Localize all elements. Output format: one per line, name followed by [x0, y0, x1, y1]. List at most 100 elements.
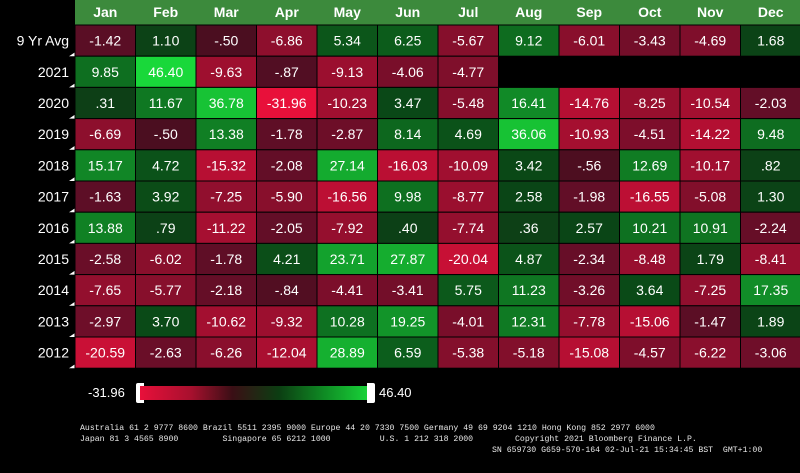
heatmap-cell[interactable] [74, 24, 136, 57]
heatmap-cell[interactable] [558, 180, 620, 213]
heatmap-cell[interactable] [437, 55, 499, 88]
heatmap-cell[interactable] [740, 149, 800, 182]
heatmap-cell[interactable] [740, 24, 800, 57]
cell-value: -10.09 [448, 157, 488, 173]
heatmap-cell[interactable] [498, 274, 560, 307]
heatmap-cell[interactable] [558, 24, 620, 57]
heatmap-cell[interactable] [619, 118, 681, 151]
heatmap-cell[interactable] [195, 211, 257, 244]
heatmap-cell[interactable] [377, 24, 439, 57]
legend-max-label: 46.40 [379, 385, 412, 400]
heatmap-cell[interactable] [195, 336, 257, 369]
heatmap-cell[interactable] [74, 274, 136, 307]
cell-value: -12.04 [267, 345, 307, 361]
heatmap-cell[interactable] [316, 211, 378, 244]
heatmap-cell[interactable] [619, 336, 681, 369]
heatmap-cell[interactable] [740, 86, 800, 120]
heatmap-cell[interactable] [498, 149, 560, 182]
heatmap-cell[interactable] [74, 180, 136, 213]
heatmap-cell[interactable] [619, 180, 681, 213]
cell-value: -7.65 [89, 282, 121, 298]
heatmap-cell[interactable] [256, 86, 318, 120]
heatmap-cell[interactable] [74, 211, 136, 244]
heatmap-cell[interactable] [740, 180, 800, 213]
heatmap-cell[interactable] [679, 118, 741, 151]
cell-value: -4.01 [452, 313, 484, 329]
heatmap-cell[interactable] [740, 336, 800, 369]
heatmap-cell[interactable] [740, 211, 800, 244]
heatmap-cell[interactable] [498, 180, 560, 213]
heatmap-cell[interactable] [135, 180, 197, 213]
heatmap-cell[interactable] [377, 118, 439, 151]
heatmap-cell[interactable] [619, 86, 681, 120]
heatmap-cell[interactable] [740, 274, 800, 307]
heatmap-cell[interactable] [135, 211, 197, 244]
heatmap-cell[interactable] [558, 86, 620, 120]
heatmap-cell[interactable] [558, 336, 620, 369]
cell-value: -7.25 [694, 282, 726, 298]
heatmap-cell[interactable] [498, 336, 560, 369]
heatmap-cell[interactable] [316, 180, 378, 213]
heatmap-cell[interactable] [377, 274, 439, 307]
heatmap-cell[interactable] [498, 242, 560, 276]
heatmap-cell[interactable] [679, 180, 741, 213]
cell-value: -1.78 [210, 251, 242, 267]
cell-value: -15.32 [206, 157, 246, 173]
heatmap-cell[interactable] [316, 149, 378, 182]
cell-value: 10.28 [330, 313, 365, 329]
heatmap-cell[interactable] [74, 336, 136, 369]
row-header: 2018 [38, 157, 69, 173]
cell-value: -14.76 [569, 95, 609, 111]
heatmap-cell[interactable] [256, 180, 318, 213]
heatmap-cell[interactable] [74, 86, 136, 120]
cell-value: 4.72 [152, 157, 179, 173]
heatmap-cell[interactable] [74, 242, 136, 276]
heatmap-cell[interactable] [377, 305, 439, 338]
cell-value: -15.08 [569, 345, 609, 361]
heatmap-cell[interactable] [135, 86, 197, 120]
heatmap-cell[interactable] [558, 305, 620, 338]
heatmap-cell[interactable] [256, 242, 318, 276]
heatmap-cell[interactable] [498, 24, 560, 57]
cell-value: -3.26 [573, 282, 605, 298]
heatmap-cell[interactable] [256, 118, 318, 151]
footer-contact-line-2: Japan 81 3 4565 8900 Singapore 65 6212 1… [80, 435, 474, 444]
heatmap-cell[interactable] [135, 149, 197, 182]
heatmap-cell[interactable] [316, 274, 378, 307]
heatmap-cell[interactable] [195, 118, 257, 151]
heatmap-cell[interactable] [377, 180, 439, 213]
heatmap-cell[interactable] [316, 305, 378, 338]
heatmap-cell[interactable] [740, 118, 800, 151]
heatmap-cell[interactable] [619, 24, 681, 57]
heatmap-cell[interactable] [498, 86, 560, 120]
heatmap-cell[interactable] [377, 211, 439, 244]
heatmap-cell[interactable] [377, 149, 439, 182]
heatmap-cell[interactable] [74, 55, 136, 88]
cell-value: -3.06 [755, 345, 787, 361]
heatmap-cell[interactable] [377, 336, 439, 369]
legend-right-handle[interactable] [367, 383, 375, 403]
row-header: 2019 [38, 126, 69, 142]
heatmap-cell[interactable] [437, 274, 499, 307]
heatmap-cell[interactable] [437, 242, 499, 276]
heatmap-cell[interactable] [135, 242, 197, 276]
heatmap-cell[interactable] [679, 86, 741, 120]
heatmap-cell[interactable] [256, 211, 318, 244]
column-header-sep: Sep [576, 4, 602, 20]
heatmap-cell[interactable] [679, 149, 741, 182]
heatmap-cell[interactable] [679, 274, 741, 307]
heatmap-cell[interactable] [195, 55, 257, 88]
heatmap-cell[interactable] [679, 242, 741, 276]
heatmap-cell[interactable] [740, 305, 800, 338]
heatmap-cell[interactable] [135, 336, 197, 369]
heatmap-cell[interactable] [377, 86, 439, 120]
heatmap-cell[interactable] [558, 211, 620, 244]
heatmap-cell[interactable] [256, 336, 318, 369]
heatmap-cell[interactable] [437, 86, 499, 120]
heatmap-cell[interactable] [316, 336, 378, 369]
heatmap-cell[interactable] [74, 149, 136, 182]
cell-value: -15.06 [630, 313, 670, 329]
heatmap-cell[interactable] [558, 118, 620, 151]
heatmap-cell[interactable] [135, 24, 197, 57]
heatmap-cell[interactable] [679, 305, 741, 338]
